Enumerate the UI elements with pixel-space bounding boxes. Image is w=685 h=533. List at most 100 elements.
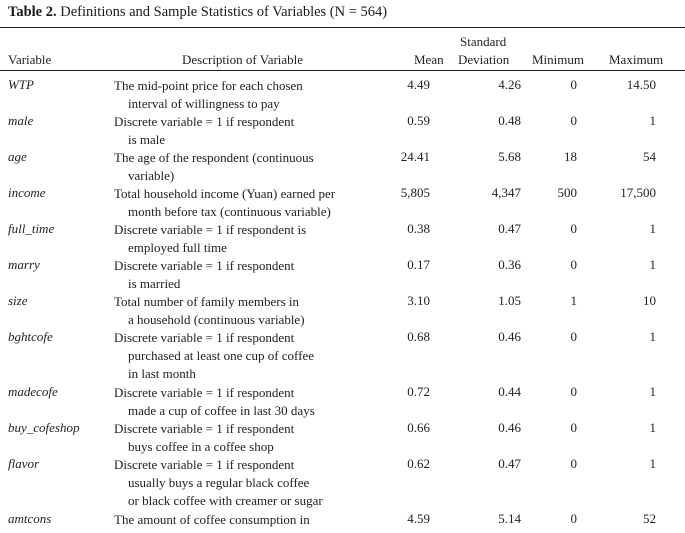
variable-cell: size <box>8 293 28 308</box>
variable-cell: madecofe <box>8 384 58 399</box>
sd-cell: 0.47 <box>498 456 521 471</box>
mean-cell: 0.72 <box>407 384 430 399</box>
description-line: Discrete variable = 1 if respondent <box>114 330 295 345</box>
header-sd-bottom: Deviation <box>458 52 510 67</box>
variable-cell: bghtcofe <box>8 329 53 344</box>
sd-cell: 5.68 <box>498 149 521 164</box>
description-line: The mid-point price for each chosen <box>114 78 303 93</box>
description-cell: Discrete variable = 1 if respondent is ma… <box>114 257 294 293</box>
description-line: employed full time <box>128 240 227 255</box>
maximum-cell: 1 <box>649 113 657 128</box>
description-line: a household (continuous variable) <box>128 312 305 327</box>
sd-cell: 0.48 <box>498 113 521 128</box>
sd-cell: 0.47 <box>498 221 521 236</box>
variable-cell: male <box>8 113 34 128</box>
description-cell: Discrete variable = 1 if respondent made … <box>114 384 315 420</box>
description-cell: Discrete variable = 1 if respondent is ma… <box>114 113 294 149</box>
mean-cell: 0.38 <box>407 221 430 236</box>
mean-cell: 5,805 <box>400 185 430 200</box>
description-line: Discrete variable = 1 if respondent <box>114 258 295 273</box>
minimum-cell: 0 <box>570 113 578 128</box>
description-line: is married <box>128 276 181 291</box>
sd-cell: 0.46 <box>498 329 521 344</box>
variable-cell: marry <box>8 257 40 272</box>
description-cell: Discrete variable = 1 if respondent is em… <box>114 221 306 257</box>
description-line: The age of the respondent (continuous <box>114 150 314 165</box>
maximum-cell: 14.50 <box>626 77 656 92</box>
header-variable: Variable <box>8 52 52 67</box>
header-description: Description of Variable <box>182 52 304 67</box>
variable-cell: flavor <box>8 456 40 471</box>
description-cell: Discrete variable = 1 if respondent usual… <box>114 456 323 510</box>
variable-cell: WTP <box>8 77 34 92</box>
minimum-cell: 0 <box>570 221 578 236</box>
description-line: Discrete variable = 1 if respondent is <box>114 222 307 237</box>
description-cell: The mid-point price for each chosen inter… <box>114 77 303 113</box>
minimum-cell: 0 <box>570 420 578 435</box>
minimum-cell: 0 <box>570 456 578 471</box>
header-maximum: Maximum <box>609 52 664 67</box>
variable-cell: age <box>8 149 27 164</box>
description-line: Discrete variable = 1 if respondent <box>114 114 295 129</box>
minimum-cell: 500 <box>557 185 578 200</box>
maximum-cell: 1 <box>649 384 657 399</box>
minimum-cell: 0 <box>570 77 578 92</box>
minimum-cell: 0 <box>570 329 578 344</box>
sd-cell: 4.26 <box>498 77 521 92</box>
description-line: variable) <box>128 168 175 183</box>
maximum-cell: 1 <box>649 257 657 272</box>
sd-cell: 1.05 <box>498 293 521 308</box>
minimum-cell: 18 <box>564 149 577 164</box>
maximum-cell: 17,500 <box>620 185 656 200</box>
table-caption-text: Definitions and Sample Statistics of Var… <box>60 4 388 20</box>
maximum-cell: 1 <box>649 456 657 471</box>
variable-cell: income <box>8 185 46 200</box>
sd-cell: 4,347 <box>491 185 521 200</box>
top-rule <box>0 27 685 28</box>
header-sd-top: Standard <box>460 34 507 49</box>
variable-cell: amtcons <box>8 511 52 526</box>
description-line: month before tax (continuous variable) <box>128 204 331 219</box>
mean-cell: 4.49 <box>407 77 430 92</box>
mean-cell: 0.68 <box>407 329 430 344</box>
maximum-cell: 1 <box>649 420 657 435</box>
table-caption: Table 2. Definitions and Sample Statisti… <box>8 4 387 21</box>
table-caption-label: Table 2. <box>8 4 57 20</box>
mean-cell: 4.59 <box>407 511 430 526</box>
description-line: interval of willingness to pay <box>128 96 280 111</box>
maximum-cell: 1 <box>649 221 657 236</box>
variable-cell: buy_cofeshop <box>8 420 80 435</box>
description-line: Discrete variable = 1 if respondent <box>114 457 295 472</box>
sd-cell: 0.36 <box>498 257 521 272</box>
maximum-cell: 52 <box>643 511 656 526</box>
maximum-cell: 10 <box>643 293 656 308</box>
description-line: Total number of family members in <box>114 294 300 309</box>
header-minimum: Minimum <box>532 52 585 67</box>
minimum-cell: 1 <box>570 293 578 308</box>
mean-cell: 0.17 <box>407 257 430 272</box>
mean-cell: 0.62 <box>407 456 430 471</box>
description-cell: Total household income (Yuan) earned per… <box>114 185 335 221</box>
minimum-cell: 0 <box>570 257 578 272</box>
mean-cell: 0.66 <box>407 420 430 435</box>
sd-cell: 5.14 <box>498 511 521 526</box>
description-cell: Total number of family members in a house… <box>114 293 305 329</box>
description-line: buys coffee in a coffee shop <box>128 439 274 454</box>
description-line: usually buys a regular black coffee <box>128 475 310 490</box>
maximum-cell: 54 <box>643 149 656 164</box>
description-line: in last month <box>128 366 196 381</box>
description-cell: Discrete variable = 1 if respondent buys … <box>114 420 294 456</box>
description-line: Total household income (Yuan) earned per <box>114 186 336 201</box>
description-cell: The amount of coffee consumption in <box>114 511 310 529</box>
description-line: or black coffee with creamer or sugar <box>128 493 323 508</box>
description-line: Discrete variable = 1 if respondent <box>114 385 295 400</box>
maximum-cell: 1 <box>649 329 657 344</box>
description-line: is male <box>128 132 166 147</box>
minimum-cell: 0 <box>570 511 578 526</box>
sd-cell: 0.46 <box>498 420 521 435</box>
header-mean: Mean <box>414 52 444 67</box>
description-cell: Discrete variable = 1 if respondent purch… <box>114 329 314 383</box>
description-cell: The age of the respondent (continuous var… <box>114 149 314 185</box>
variable-cell: full_time <box>8 221 55 236</box>
description-line: purchased at least one cup of coffee <box>128 348 315 363</box>
